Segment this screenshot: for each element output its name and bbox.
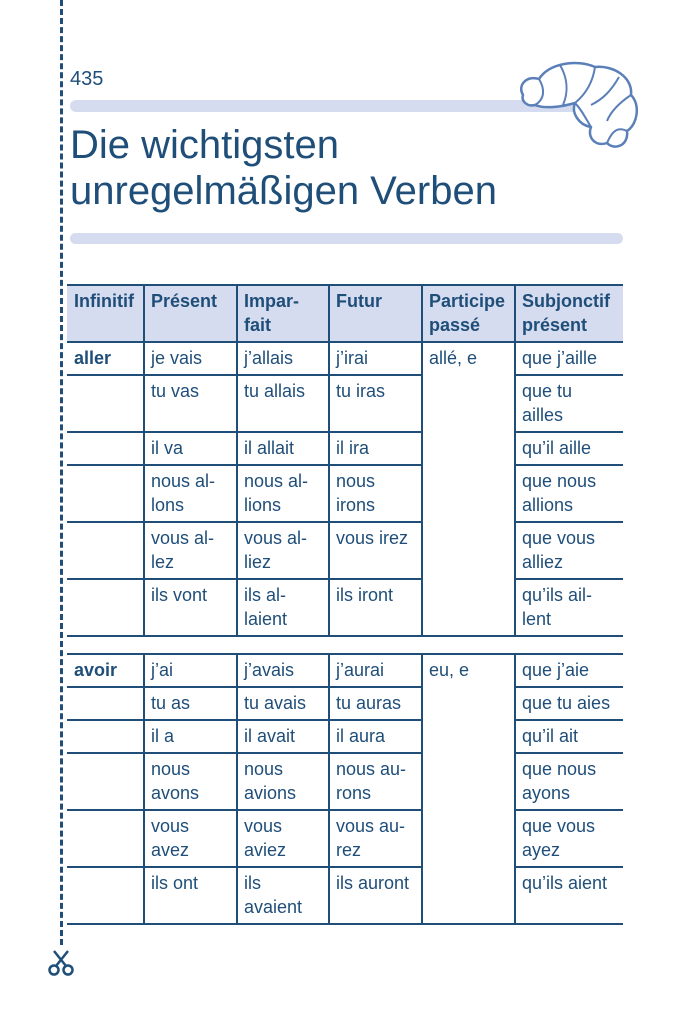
subjonctif-cell: qu’il aille	[514, 432, 623, 466]
page-title: Die wichtigsten unregelmäßigen Verben	[70, 122, 497, 214]
subjonctif-cell: que vous alliez	[514, 522, 623, 580]
infinitive-empty-cell	[67, 375, 144, 433]
column-header: Impar- fait	[236, 284, 329, 343]
page-number: 435	[70, 68, 104, 90]
table-row: tu vas tu allais tu iras que tu ailles	[67, 375, 623, 433]
infinitive-empty-cell	[67, 687, 144, 721]
present-cell: je vais	[143, 342, 237, 376]
imparfait-cell: tu allais	[236, 375, 329, 433]
table-row: vous al- lez vous al- liez vous irez que…	[67, 522, 623, 580]
table-header-row: Infinitif Présent Impar- fait Futur Part…	[67, 284, 623, 343]
infinitive-empty-cell	[67, 753, 144, 811]
futur-cell: tu auras	[328, 687, 422, 721]
table-row: aller je vais j’allais j’irai allé, e qu…	[67, 342, 623, 637]
present-cell: j’ai	[143, 653, 237, 688]
header-band	[70, 100, 625, 112]
table-row: ils ont ils avaient ils auront qu’ils ai…	[67, 867, 623, 925]
futur-cell: vous irez	[328, 522, 422, 580]
present-cell: il a	[143, 720, 237, 754]
futur-cell: il ira	[328, 432, 422, 466]
table-row: vous avez vous aviez vous au- rez que vo…	[67, 810, 623, 868]
table-row: il a il avait il aura qu’il ait	[67, 720, 623, 754]
cut-line	[60, 0, 63, 945]
table-spacer-row	[67, 636, 623, 655]
futur-cell: ils iront	[328, 579, 422, 637]
futur-cell: tu iras	[328, 375, 422, 433]
imparfait-cell: il avait	[236, 720, 329, 754]
futur-cell: il aura	[328, 720, 422, 754]
verb-table: Infinitif Présent Impar- fait Futur Part…	[67, 284, 623, 925]
futur-cell: j’irai	[328, 342, 422, 376]
imparfait-cell: j’allais	[236, 342, 329, 376]
present-cell: ils ont	[143, 867, 237, 925]
column-header: Subjonctif présent	[514, 284, 623, 343]
present-cell: il va	[143, 432, 237, 466]
imparfait-cell: ils al- laient	[236, 579, 329, 637]
title-line-1: Die wichtigsten	[70, 123, 340, 167]
infinitive-cell: avoir	[67, 653, 144, 688]
subjonctif-cell: que tu aies	[514, 687, 623, 721]
imparfait-cell: vous aviez	[236, 810, 329, 868]
column-header: Présent	[143, 284, 237, 343]
imparfait-cell: tu avais	[236, 687, 329, 721]
imparfait-cell: vous al- liez	[236, 522, 329, 580]
subjonctif-cell: que j’aille	[514, 342, 623, 376]
spacer-cell	[67, 636, 623, 655]
table-row: tu as tu avais tu auras que tu aies	[67, 687, 623, 721]
present-cell: tu as	[143, 687, 237, 721]
subjonctif-cell: que nous ayons	[514, 753, 623, 811]
infinitive-empty-cell	[67, 579, 144, 637]
table-row: ils vont ils al- laient ils iront qu’ils…	[67, 579, 623, 637]
imparfait-cell: j’avais	[236, 653, 329, 688]
imparfait-cell: ils avaient	[236, 867, 329, 925]
croissant-icon	[520, 61, 639, 148]
subjonctif-cell: qu’ils ail- lent	[514, 579, 623, 637]
infinitive-empty-cell	[67, 522, 144, 580]
subjonctif-cell: que vous ayez	[514, 810, 623, 868]
futur-cell: vous au- rez	[328, 810, 422, 868]
imparfait-cell: il allait	[236, 432, 329, 466]
subjonctif-cell: que nous allions	[514, 465, 623, 523]
present-cell: nous al- lons	[143, 465, 237, 523]
infinitive-cell: aller	[67, 342, 144, 376]
subjonctif-cell: que tu ailles	[514, 375, 623, 433]
subjonctif-cell: que j’aie	[514, 653, 623, 688]
present-cell: vous al- lez	[143, 522, 237, 580]
futur-cell: nous au- rons	[328, 753, 422, 811]
column-header: Infinitif	[67, 284, 144, 343]
present-cell: tu vas	[143, 375, 237, 433]
futur-cell: ils auront	[328, 867, 422, 925]
table-row: il va il allait il ira qu’il aille	[67, 432, 623, 466]
infinitive-empty-cell	[67, 867, 144, 925]
infinitive-empty-cell	[67, 432, 144, 466]
imparfait-cell: nous avions	[236, 753, 329, 811]
futur-cell: nous irons	[328, 465, 422, 523]
futur-cell: j’aurai	[328, 653, 422, 688]
infinitive-empty-cell	[67, 810, 144, 868]
subjonctif-cell: qu’ils aient	[514, 867, 623, 925]
present-cell: nous avons	[143, 753, 237, 811]
participe-cell: allé, e	[421, 342, 515, 637]
participe-cell: eu, e	[421, 653, 515, 925]
title-line-2: unregelmäßigen Verben	[70, 169, 497, 213]
table-row: nous avons nous avions nous au- rons que…	[67, 753, 623, 811]
subjonctif-cell: qu’il ait	[514, 720, 623, 754]
infinitive-empty-cell	[67, 465, 144, 523]
scissors-icon	[48, 950, 74, 976]
infinitive-empty-cell	[67, 720, 144, 754]
title-underline-band	[70, 233, 623, 244]
present-cell: vous avez	[143, 810, 237, 868]
table-row: nous al- lons nous al- lions nous irons …	[67, 465, 623, 523]
column-header: Participe passé	[421, 284, 515, 343]
imparfait-cell: nous al- lions	[236, 465, 329, 523]
present-cell: ils vont	[143, 579, 237, 637]
table-row: avoir j’ai j’avais j’aurai eu, e que j’a…	[67, 653, 623, 925]
column-header: Futur	[328, 284, 422, 343]
